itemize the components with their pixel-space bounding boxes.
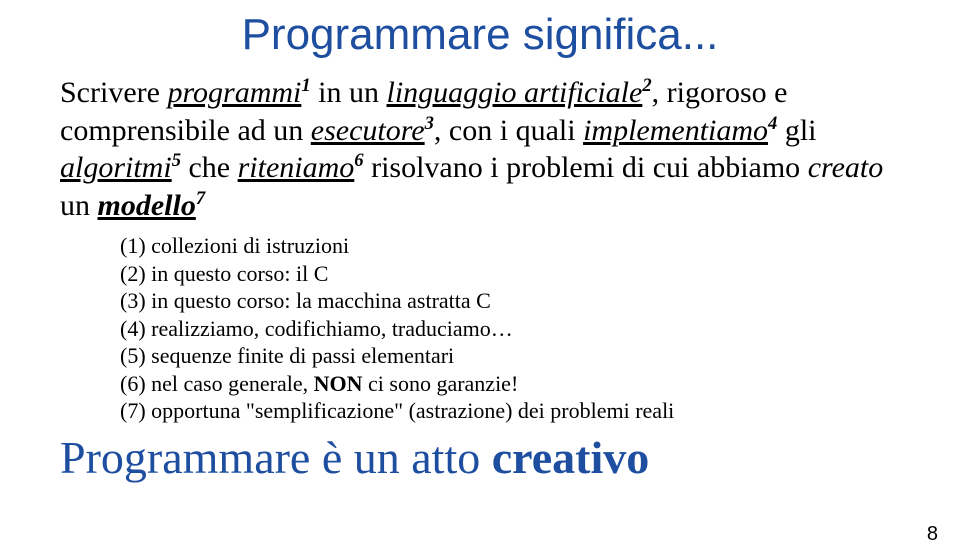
text-segment: in un [311,76,387,109]
list-item: (5) sequenze finite di passi elementari [120,342,900,370]
list-item: (2) in questo corso: il C [120,260,900,288]
list-item: (7) opportuna "semplificazione" (astrazi… [120,397,900,425]
term-riteniamo: riteniamo [238,151,355,184]
footer-part2: creativo [492,432,650,483]
term-linguaggio-artificiale: linguaggio artificiale [387,76,643,109]
text-segment: gli [777,114,816,147]
text-segment: che [181,151,238,184]
body-paragraph: Scrivere programmi1 in un linguaggio art… [60,74,900,224]
term-algoritmi: algoritmi [60,151,172,184]
text-segment: risolvano i problemi di cui abbiamo [364,151,808,184]
list-item: (1) collezioni di istruzioni [120,232,900,260]
text-segment: (6) nel caso generale, [120,371,314,396]
sup-2: 2 [642,75,651,96]
slide-title: Programmare significa... [60,10,900,60]
text-segment: , con i quali [434,114,583,147]
sup-5: 5 [172,150,181,171]
footnote-list: (1) collezioni di istruzioni (2) in ques… [120,232,900,425]
term-modello: modello [98,189,196,222]
term-implementiamo: implementiamo [583,114,768,147]
text-segment: Scrivere [60,76,167,109]
emphasis-non: NON [314,371,363,396]
sup-3: 3 [425,113,434,134]
list-item: (6) nel caso generale, NON ci sono garan… [120,370,900,398]
sup-6: 6 [354,150,363,171]
list-item: (4) realizziamo, codifichiamo, traduciam… [120,315,900,343]
term-esecutore: esecutore [311,114,425,147]
slide: Programmare significa... Scrivere progra… [0,0,960,560]
footer-headline: Programmare è un atto creativo [60,431,900,484]
text-segment: un [60,189,98,222]
term-creato: creato [808,151,884,184]
page-number: 8 [927,523,938,546]
footer-part1: Programmare è un atto [60,432,492,483]
sup-1: 1 [301,75,310,96]
sup-7: 7 [196,188,205,209]
term-programmi: programmi [167,76,301,109]
list-item: (3) in questo corso: la macchina astratt… [120,287,900,315]
text-segment: ci sono garanzie! [363,371,519,396]
sup-4: 4 [768,113,777,134]
